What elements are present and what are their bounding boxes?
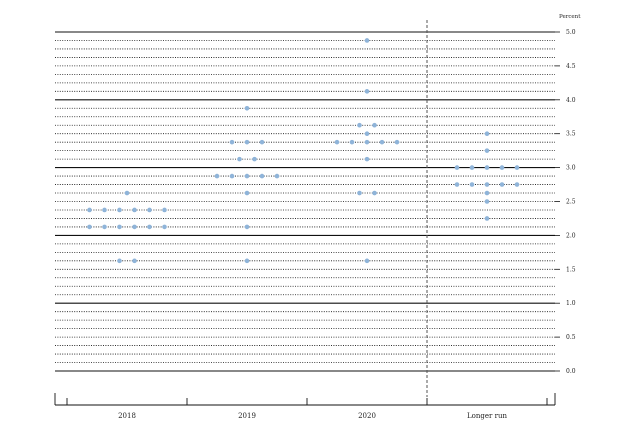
- dot-point: [357, 122, 362, 128]
- dot-point: [132, 258, 137, 264]
- dot-point: [484, 182, 490, 187]
- dot-point: [259, 173, 265, 179]
- dot-point: [244, 139, 250, 145]
- dot-point: [484, 199, 490, 204]
- dot-point: [454, 182, 460, 187]
- dot-point: [147, 224, 152, 230]
- y-tick-label: 1.0: [566, 300, 576, 307]
- dot-point: [87, 224, 92, 230]
- dot-point: [484, 148, 490, 153]
- dot-point: [364, 156, 370, 162]
- dot-point: [132, 224, 137, 230]
- dot-point: [364, 139, 370, 145]
- x-category-label: 2018: [118, 412, 136, 420]
- dot-point: [514, 182, 520, 187]
- dot-point: [364, 131, 370, 136]
- dot-point: [454, 165, 460, 170]
- dot-point: [357, 190, 362, 196]
- dot-point: [132, 207, 137, 213]
- y-tick-label: 5.0: [566, 29, 576, 36]
- dot-point: [469, 182, 475, 187]
- dot-point: [349, 139, 355, 145]
- dot-point: [244, 105, 250, 111]
- dot-point: [514, 165, 520, 170]
- dot-point: [244, 258, 250, 264]
- dot-point: [117, 207, 122, 213]
- dot-point: [102, 207, 107, 213]
- y-tick-label: 3.0: [566, 165, 576, 172]
- dot-point: [237, 156, 242, 162]
- y-tick-label: 0.5: [566, 334, 576, 341]
- dot-point: [499, 165, 505, 170]
- dot-point: [87, 207, 92, 213]
- y-tick-label: 4.0: [566, 97, 576, 104]
- dots: [87, 38, 520, 264]
- dot-point: [484, 165, 490, 170]
- y-tick-label: 3.5: [566, 131, 576, 138]
- dot-point: [364, 38, 370, 43]
- dot-point: [244, 190, 250, 196]
- dot-point: [334, 139, 340, 145]
- y-tick-label: 2.0: [566, 232, 576, 239]
- dot-point: [244, 173, 250, 179]
- dot-point: [252, 156, 257, 162]
- dot-point: [379, 139, 385, 145]
- dot-point: [117, 224, 122, 230]
- dot-point: [372, 122, 377, 128]
- dot-point: [364, 258, 370, 264]
- x-axis: [54, 393, 556, 406]
- dot-point: [364, 89, 370, 94]
- dot-point: [469, 165, 475, 170]
- y-axis-unit-label: Percent: [559, 14, 581, 20]
- dot-point: [259, 139, 265, 145]
- x-axis-category-labels: 2018 2019 2020 Longer run: [118, 412, 507, 420]
- dot-point: [102, 224, 107, 230]
- x-category-label: Longer run: [467, 412, 507, 420]
- dot-point: [244, 224, 250, 230]
- dot-point: [499, 182, 505, 187]
- y-tick-label: 1.5: [566, 266, 576, 273]
- y-tick-label: 4.5: [566, 63, 576, 70]
- dot-point: [147, 207, 152, 213]
- dot-point: [484, 131, 490, 136]
- dot-point: [214, 173, 220, 179]
- dot-point: [372, 190, 377, 196]
- dot-point: [394, 139, 400, 145]
- gridlines: [55, 31, 555, 372]
- x-category-label: 2019: [238, 412, 256, 420]
- dot-point: [274, 173, 280, 179]
- dot-point: [229, 139, 235, 145]
- dot-point: [484, 216, 490, 221]
- y-tick-label: 0.0: [566, 368, 576, 375]
- x-category-label: 2020: [358, 412, 376, 420]
- dot-point: [162, 224, 167, 230]
- dot-point: [124, 190, 130, 196]
- y-tick-label: 2.5: [566, 199, 576, 206]
- y-axis-tick-labels: 0.0 0.5 1.0 1.5 2.0 2.5 3.0 3.5 4.0 4.5 5.0: [555, 29, 576, 375]
- dot-point: [484, 190, 490, 196]
- dot-point: [117, 258, 122, 264]
- dot-point: [229, 173, 235, 179]
- dot-point: [162, 207, 167, 213]
